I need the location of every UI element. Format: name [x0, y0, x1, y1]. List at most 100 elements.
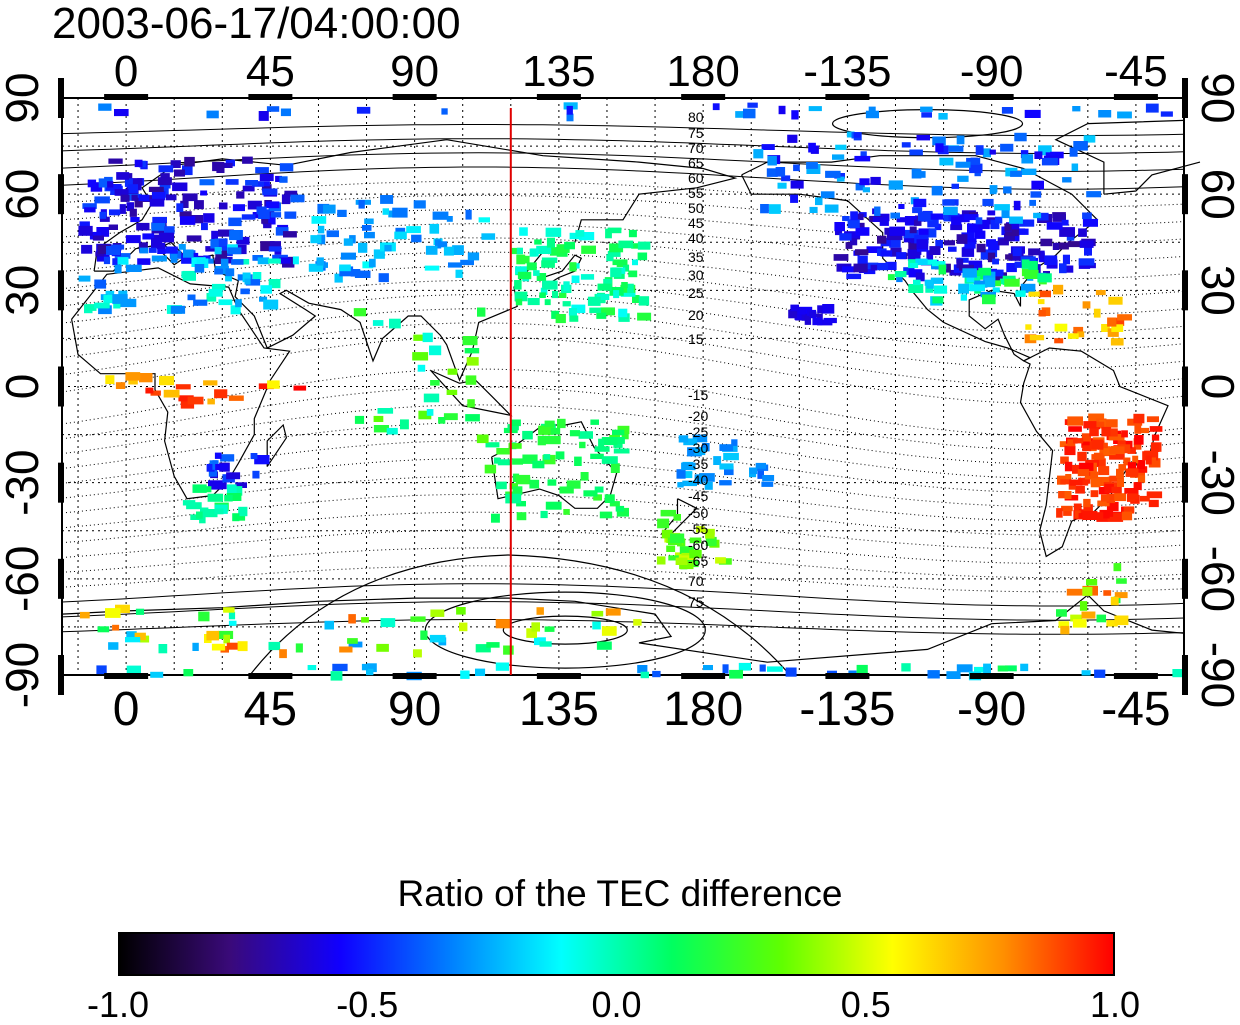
tec-patch: [137, 258, 151, 265]
contour-label: 15: [688, 331, 704, 347]
tec-patch: [806, 164, 821, 174]
contour-label: -30: [688, 440, 708, 456]
tec-patch: [638, 296, 650, 306]
tec-patch: [1083, 504, 1093, 513]
tec-patch: [957, 175, 969, 182]
tec-patch: [175, 384, 191, 390]
tec-patch: [201, 222, 208, 231]
tec-patch: [92, 235, 104, 241]
tec-patch: [896, 272, 903, 283]
tec-patch: [842, 216, 850, 222]
tec-patch: [536, 607, 544, 615]
tec-patch: [1041, 157, 1058, 166]
tec-patch: [1021, 168, 1037, 175]
tec-patch: [206, 293, 217, 302]
tec-patch: [228, 395, 244, 401]
tec-patch: [729, 669, 743, 679]
tec-patch: [225, 275, 232, 282]
lon-tick-label-top: 45: [246, 47, 295, 96]
tec-patch: [809, 311, 817, 318]
tec-patch: [637, 241, 651, 250]
tec-patch: [1038, 310, 1046, 317]
tec-patch: [109, 209, 121, 216]
tec-patch: [1150, 457, 1157, 465]
tec-patch: [223, 607, 235, 613]
tec-patch: [974, 230, 986, 239]
left-axis-tick: [58, 366, 64, 407]
tec-patch: [1134, 424, 1142, 434]
tec-patch: [1098, 466, 1110, 476]
tec-patch: [452, 245, 464, 255]
tec-patch: [456, 607, 466, 615]
tec-patch: [591, 610, 604, 617]
tec-patch: [846, 131, 855, 138]
tec-patch: [632, 295, 640, 303]
tec-patch: [275, 227, 289, 236]
tec-patch: [969, 163, 983, 174]
tec-patch: [519, 227, 528, 236]
tec-patch: [610, 267, 622, 278]
tec-patch: [441, 108, 448, 115]
tec-patch: [1003, 186, 1012, 194]
tec-patch: [373, 415, 384, 422]
tec-patch: [599, 511, 613, 519]
tec-patch: [362, 225, 372, 231]
tec-patch: [1038, 145, 1052, 156]
tec-patch: [293, 385, 307, 391]
tec-patch: [508, 443, 522, 449]
tec-patch: [615, 505, 625, 512]
tec-patch: [97, 244, 112, 254]
tec-patch: [935, 143, 944, 153]
tec-patch: [859, 178, 870, 186]
tec-patch: [984, 277, 996, 288]
tec-patch: [1052, 214, 1066, 222]
tec-patch: [846, 273, 862, 280]
tec-patch: [1082, 218, 1098, 227]
tec-patch: [544, 420, 555, 427]
tec-patch: [1054, 338, 1064, 344]
tec-patch: [236, 191, 245, 199]
tec-patch: [218, 299, 233, 306]
tec-patch: [125, 264, 142, 272]
tec-patch: [366, 663, 377, 673]
tec-patch: [966, 275, 975, 283]
tec-patch: [1110, 596, 1119, 606]
tec-patch: [108, 158, 123, 164]
tec-patch: [1094, 669, 1106, 678]
tec-patch: [990, 219, 1000, 230]
tec-patch: [1149, 426, 1163, 432]
tec-patch: [163, 389, 180, 398]
tec-patch: [862, 187, 870, 193]
left-axis-tick: [58, 174, 64, 215]
tec-patch: [215, 250, 228, 260]
tec-patch: [1081, 670, 1091, 676]
contour-line: [61, 251, 1185, 298]
tec-patch: [1054, 323, 1068, 332]
tec-patch: [1127, 447, 1136, 454]
tec-patch: [1108, 434, 1125, 441]
tec-patch: [877, 262, 889, 271]
tec-patch: [1059, 227, 1075, 237]
tec-patch: [1061, 219, 1069, 226]
tec-patch: [542, 280, 558, 290]
tec-patch: [114, 109, 129, 117]
tec-patch: [186, 502, 202, 510]
tec-patch: [835, 144, 847, 150]
tec-patch: [546, 237, 555, 248]
tec-patch: [913, 219, 922, 226]
tec-patch: [1064, 445, 1076, 456]
tec-patch: [423, 393, 440, 403]
tec-patch: [1105, 419, 1118, 428]
lon-tick-label-top: 90: [390, 47, 439, 96]
tec-patch: [970, 270, 985, 280]
tec-patch: [890, 212, 900, 219]
tec-patch: [833, 254, 849, 261]
tec-patch: [465, 414, 480, 422]
contour-label: 60: [688, 170, 704, 186]
tec-patch: [354, 415, 365, 424]
tec-patch: [612, 429, 625, 436]
tec-patch: [98, 305, 112, 315]
tec-patch: [170, 254, 178, 263]
tec-patch: [1038, 250, 1045, 259]
tec-patch: [1063, 507, 1072, 516]
